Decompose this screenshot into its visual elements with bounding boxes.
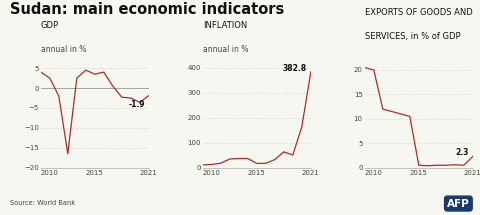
Text: annual in %: annual in % <box>41 45 86 54</box>
Text: Source: World Bank: Source: World Bank <box>10 200 75 206</box>
Text: SERVICES, in % of GDP: SERVICES, in % of GDP <box>365 32 460 41</box>
Text: AFP: AFP <box>447 198 470 209</box>
Text: Sudan: main economic indicators: Sudan: main economic indicators <box>10 2 284 17</box>
Text: INFLATION: INFLATION <box>203 21 247 30</box>
Text: 2.3: 2.3 <box>455 148 468 157</box>
Text: -1.9: -1.9 <box>129 100 145 109</box>
Text: annual in %: annual in % <box>203 45 248 54</box>
Text: GDP: GDP <box>41 21 59 30</box>
Text: 382.8: 382.8 <box>282 64 306 74</box>
Text: EXPORTS OF GOODS AND: EXPORTS OF GOODS AND <box>365 8 472 17</box>
